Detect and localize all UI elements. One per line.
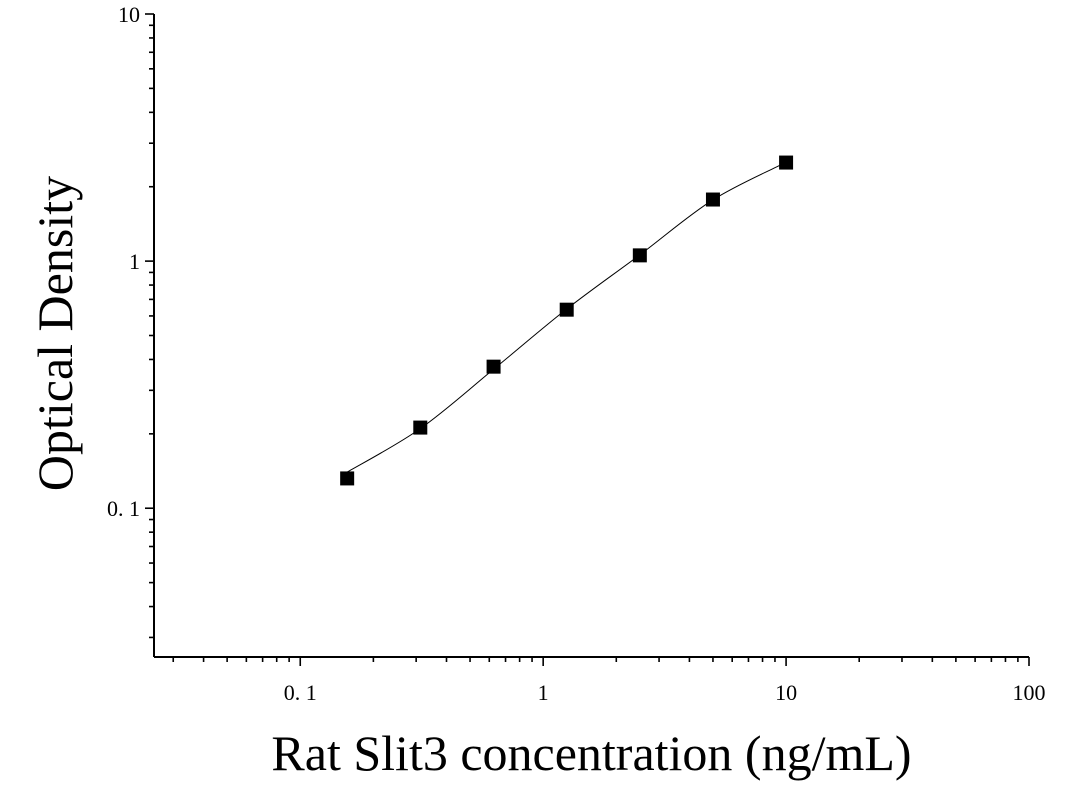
data-point — [632, 248, 647, 263]
x-tick-label: 10 — [775, 680, 797, 705]
x-axis-ticks: 0. 1 1 10 100 — [172, 657, 1046, 705]
y-axis-ticks: 0. 1 1 10 — [107, 2, 154, 639]
data-point — [559, 302, 574, 317]
x-axis-title: Rat Slit3 concentration (ng/mL) — [271, 725, 911, 781]
data-point — [340, 471, 355, 486]
data-point — [705, 192, 720, 207]
y-axis-title: Optical Density — [27, 176, 83, 491]
fit-curve — [346, 161, 787, 473]
y-tick-label: 0. 1 — [107, 496, 140, 521]
x-tick-label: 0. 1 — [284, 680, 317, 705]
y-tick-label: 1 — [129, 249, 140, 274]
data-point — [413, 420, 428, 435]
x-tick-label: 1 — [538, 680, 549, 705]
y-tick-label: 10 — [118, 2, 140, 27]
plot-area — [340, 155, 794, 486]
x-tick-label: 100 — [1013, 680, 1046, 705]
data-point — [486, 359, 501, 374]
data-point — [779, 155, 794, 170]
